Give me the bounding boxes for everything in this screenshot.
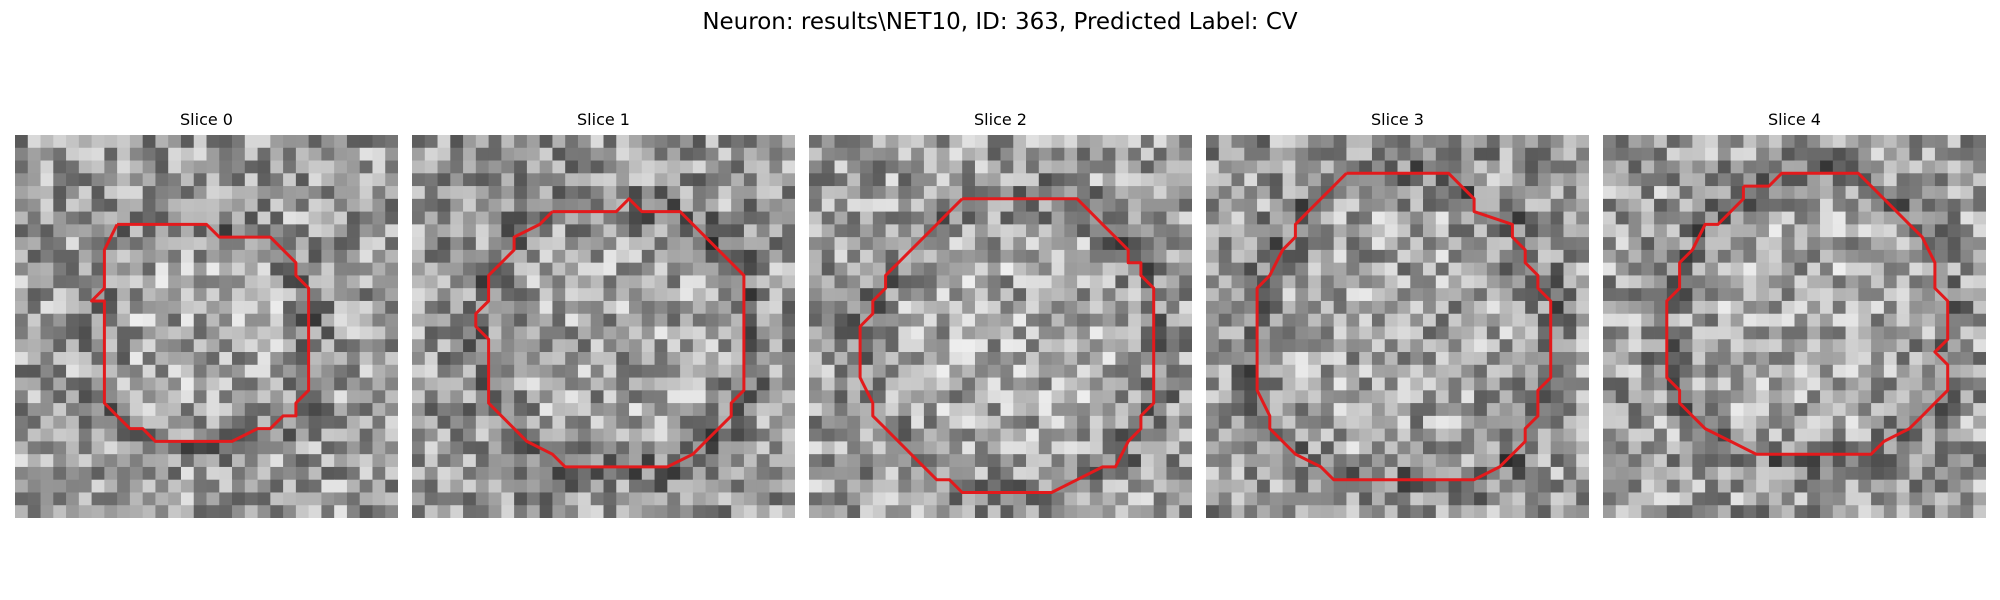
slice-image [1206, 135, 1589, 518]
slice-title: Slice 0 [180, 110, 233, 129]
slice-title: Slice 2 [974, 110, 1027, 129]
pixel-grid [412, 135, 795, 518]
slice-image [1603, 135, 1986, 518]
pixel-grid [15, 135, 398, 518]
segmentation-outline [1255, 171, 1553, 482]
slice-title: Slice 4 [1768, 110, 1821, 129]
segmentation-outline [90, 222, 311, 443]
pixel-grid [809, 135, 1192, 518]
pixel-grid [1206, 135, 1589, 518]
slice-image [412, 135, 795, 518]
slice-image [15, 135, 398, 518]
slice-title: Slice 3 [1371, 110, 1424, 129]
segmentation-outline [1665, 171, 1950, 456]
segmentation-outline [858, 197, 1156, 494]
slice-title: Slice 1 [577, 110, 630, 129]
slice-image [809, 135, 1192, 518]
pixel-grid [1603, 135, 1986, 518]
figure-title: Neuron: results\NET10, ID: 363, Predicte… [702, 9, 1298, 35]
segmentation-outline [474, 197, 746, 469]
